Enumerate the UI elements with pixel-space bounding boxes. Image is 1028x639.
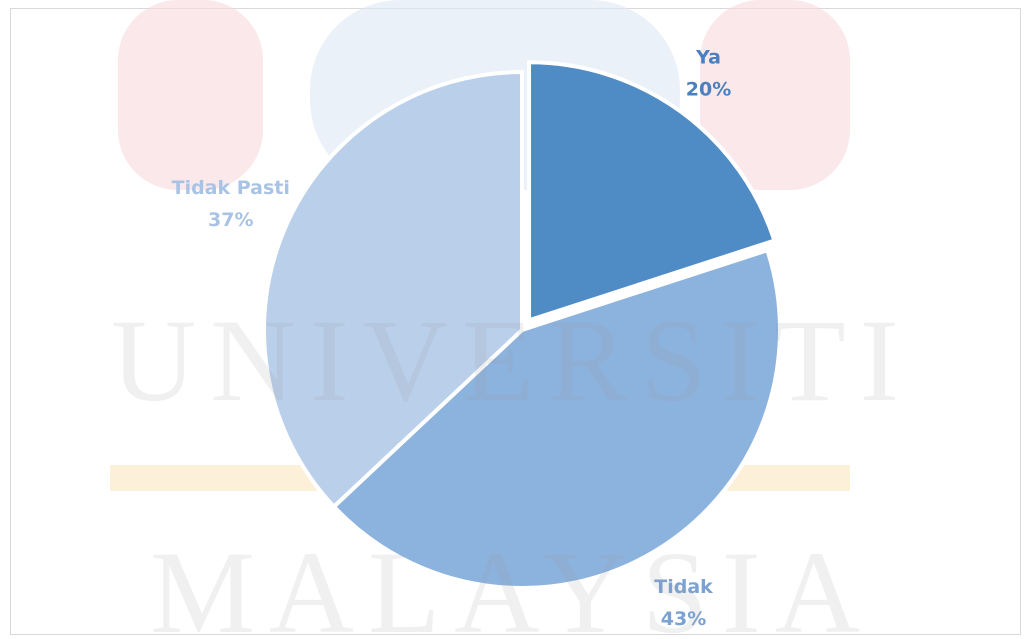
pie	[262, 60, 782, 590]
pie-slice	[262, 70, 524, 509]
pie-slice	[527, 60, 777, 323]
slice-category-label: Tidak Pasti	[172, 177, 290, 199]
slice-value-label: 37%	[208, 209, 253, 231]
slice-category-label: Ya	[695, 46, 721, 68]
slice-category-label: Tidak	[654, 576, 713, 598]
slice-value-label: 43%	[661, 608, 706, 630]
pie-slice	[331, 248, 782, 590]
watermark-text: MALAYSIA	[150, 527, 874, 639]
labels: Ya 20% Tidak 43% Tidak Pasti 37%	[172, 46, 732, 630]
watermark-text: UNIVERSITI	[111, 295, 913, 426]
slice-value-label: 20%	[686, 78, 731, 100]
